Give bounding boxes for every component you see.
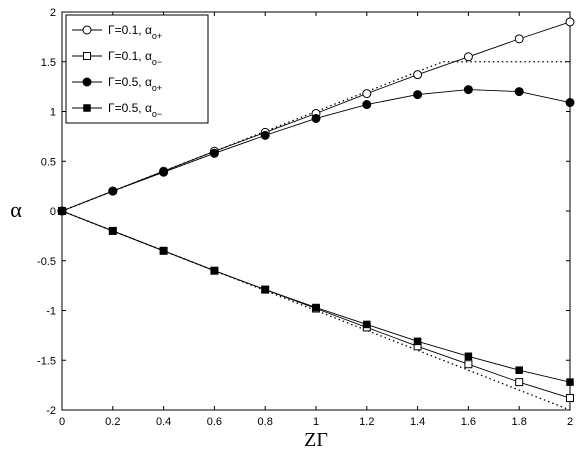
data-point bbox=[363, 320, 371, 329]
x-tick-label: 0.4 bbox=[156, 416, 171, 428]
data-point bbox=[514, 87, 524, 97]
y-tick-label: 1.5 bbox=[41, 57, 56, 69]
data-point bbox=[566, 394, 574, 403]
data-point bbox=[159, 247, 168, 255]
y-tick-label: 0 bbox=[50, 206, 56, 218]
data-point bbox=[83, 52, 91, 60]
data-point bbox=[565, 98, 575, 108]
legend-label: Γ=0.1, αo+ bbox=[108, 23, 162, 41]
data-point bbox=[413, 70, 423, 80]
data-point bbox=[464, 360, 473, 369]
y-tick-label: -0.5 bbox=[37, 256, 56, 268]
data-point bbox=[83, 104, 91, 112]
data-point bbox=[413, 90, 423, 100]
data-point bbox=[159, 167, 169, 177]
legend-entry: Γ=0.1, αo+ bbox=[72, 23, 162, 41]
y-tick-label: -1 bbox=[46, 306, 56, 318]
data-point bbox=[413, 337, 422, 346]
y-tick-label: 0.5 bbox=[41, 156, 56, 168]
data-point bbox=[311, 113, 321, 123]
x-axis-label: ZΓ bbox=[304, 429, 328, 451]
data-point bbox=[82, 25, 92, 35]
data-point bbox=[463, 85, 473, 95]
x-tick-label: 1.4 bbox=[410, 416, 425, 428]
data-point bbox=[109, 227, 117, 235]
x-tick-label: 0 bbox=[59, 416, 65, 428]
legend-label-main: Γ=0.1, α bbox=[108, 23, 152, 37]
y-tick-label: -2 bbox=[46, 405, 56, 417]
legend-entry: Γ=0.1, αo− bbox=[72, 49, 162, 67]
legend-label: Γ=0.5, αo− bbox=[108, 101, 162, 119]
legend-label-subscript: o− bbox=[152, 109, 162, 119]
legend-entry: Γ=0.5, αo− bbox=[72, 101, 162, 119]
x-tick-label: 1.8 bbox=[512, 416, 527, 428]
data-point bbox=[565, 17, 575, 27]
x-tick-label: 1.6 bbox=[461, 416, 476, 428]
y-tick-label: 1 bbox=[50, 107, 56, 119]
data-point bbox=[260, 130, 270, 140]
data-point bbox=[362, 100, 372, 110]
legend-label-main: Γ=0.5, α bbox=[108, 101, 152, 115]
data-point bbox=[515, 378, 524, 387]
data-point bbox=[514, 34, 524, 44]
legend-entry: Γ=0.5, αo+ bbox=[72, 75, 162, 93]
data-point bbox=[566, 378, 574, 386]
data-point bbox=[261, 285, 269, 294]
x-tick-label: 1.2 bbox=[359, 416, 374, 428]
x-tick-label: 1 bbox=[313, 416, 319, 428]
data-point bbox=[108, 186, 118, 196]
data-point bbox=[82, 77, 92, 87]
legend-label-main: Γ=0.1, α bbox=[108, 49, 152, 63]
legend-label-main: Γ=0.5, α bbox=[108, 75, 152, 89]
legend-label-subscript: o− bbox=[152, 57, 162, 67]
legend-label-subscript: o+ bbox=[152, 31, 162, 41]
x-tick-label: 0.6 bbox=[207, 416, 222, 428]
y-tick-label: 2 bbox=[50, 7, 56, 19]
data-point bbox=[209, 148, 219, 158]
legend-label: Γ=0.5, αo+ bbox=[108, 75, 162, 93]
y-axis-label: α bbox=[10, 197, 22, 222]
legend-label: Γ=0.1, αo− bbox=[108, 49, 162, 67]
y-tick-label: -1.5 bbox=[37, 355, 56, 367]
axes: 0 0.2 0.4 0.6 0.8 1 1.2 1.4 1.6 1.8 2 -2 -1.5 -1 -0.5 0… bbox=[10, 7, 573, 451]
legend-label-subscript: o+ bbox=[152, 83, 162, 93]
legend: Γ=0.1, αo+Γ=0.1, αo−Γ=0.5, αo+Γ=0.5, αo− bbox=[65, 14, 209, 124]
x-tick-label: 0.2 bbox=[105, 416, 120, 428]
x-tick-label: 0.8 bbox=[258, 416, 273, 428]
data-point bbox=[515, 366, 523, 374]
data-point bbox=[210, 266, 219, 275]
data-point bbox=[463, 52, 473, 62]
data-point bbox=[464, 352, 473, 361]
x-tick-label: 2 bbox=[567, 416, 573, 428]
data-point bbox=[312, 303, 320, 312]
data-point bbox=[362, 89, 372, 99]
series-layer bbox=[57, 17, 575, 403]
